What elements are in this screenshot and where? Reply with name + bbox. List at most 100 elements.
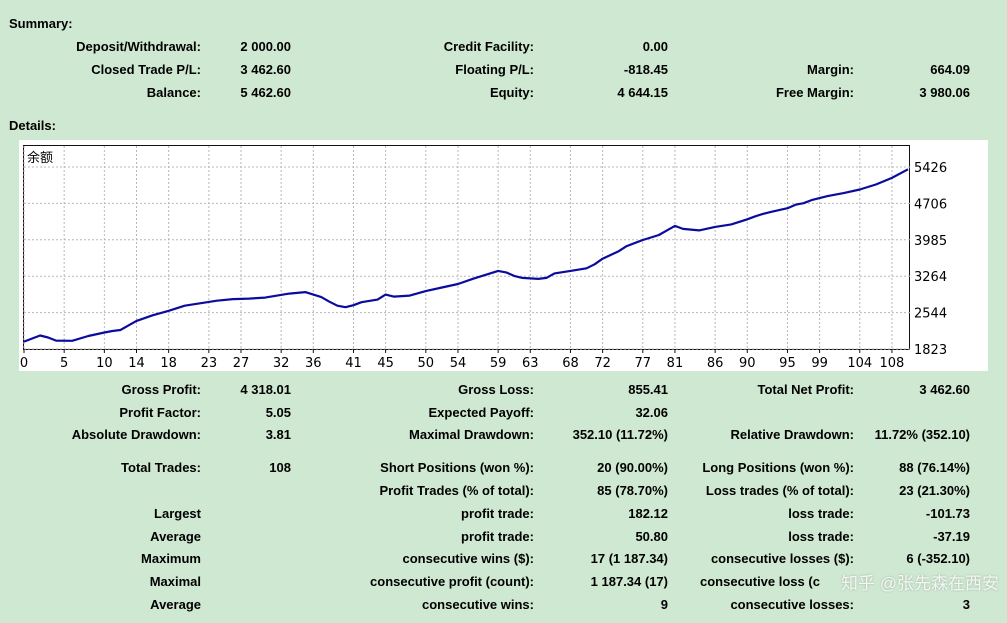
gross-profit-value: 4 318.01 xyxy=(240,382,291,397)
max-consecutive-losses-value: 6 (-352.10) xyxy=(906,551,970,566)
loss-trades-label: Loss trades (% of total): xyxy=(705,483,854,498)
margin-label: Margin: xyxy=(807,62,854,77)
expected-payoff-value: 32.06 xyxy=(635,405,668,420)
summary-heading: Summary: xyxy=(9,16,73,31)
balance-value: 5 462.60 xyxy=(240,85,291,100)
balance-chart: 1823 2544 3264 3985 4706 5426 0 5 10 14 18 23 27 32 36… xyxy=(19,140,988,371)
long-positions-label: Long Positions (won %): xyxy=(702,460,854,475)
x-tick-label: 41 xyxy=(345,356,362,371)
average-consecutive-losses-label: consecutive losses: xyxy=(730,597,854,612)
x-tick-label: 36 xyxy=(305,356,322,371)
gross-loss-value: 855.41 xyxy=(628,382,668,397)
maximal-consecutive-loss-label: consecutive loss (c xyxy=(700,574,820,589)
profit-factor-value: 5.05 xyxy=(265,405,291,420)
gross-loss-label: Gross Loss: xyxy=(458,382,534,397)
x-tick-label: 63 xyxy=(522,356,539,371)
x-tick-label: 81 xyxy=(667,356,684,371)
x-tick-label: 0 xyxy=(20,356,28,371)
x-tick-label: 45 xyxy=(377,356,394,371)
maximum-label: Maximum xyxy=(141,551,201,566)
maximal-drawdown-value: 352.10 (11.72%) xyxy=(572,427,668,442)
loss-trades-value: 23 (21.30%) xyxy=(899,483,970,498)
average-consecutive-wins-label: consecutive wins: xyxy=(422,597,534,612)
total-net-profit-label: Total Net Profit: xyxy=(757,382,854,397)
free-margin-value: 3 980.06 xyxy=(919,85,970,100)
average-loss-trade-label: loss trade: xyxy=(788,529,854,544)
y-tick-label: 1823 xyxy=(914,343,947,358)
total-net-profit-value: 3 462.60 xyxy=(919,382,970,397)
x-tick-label: 32 xyxy=(273,356,290,371)
max-consecutive-wins-label: consecutive wins ($): xyxy=(402,551,534,566)
profit-trades-label: Profit Trades (% of total): xyxy=(379,483,534,498)
absolute-drawdown-value: 3.81 xyxy=(265,427,291,442)
x-tick-label: 23 xyxy=(201,356,218,371)
margin-value: 664.09 xyxy=(930,62,970,77)
max-consecutive-wins-value: 17 (1 187.34) xyxy=(590,551,668,566)
relative-drawdown-value: 11.72% (352.10) xyxy=(874,427,970,442)
x-tick-label: 90 xyxy=(739,356,756,371)
average-consecutive-losses-value: 3 xyxy=(962,597,970,612)
largest-loss-trade-label: loss trade: xyxy=(788,506,854,521)
average-consecutive-wins-value: 9 xyxy=(660,597,668,612)
x-tick-label: 72 xyxy=(594,356,611,371)
x-tick-label: 27 xyxy=(233,356,250,371)
equity-value: 4 644.15 xyxy=(617,85,668,100)
deposit-label: Deposit/Withdrawal: xyxy=(76,39,201,54)
x-tick-label: 86 xyxy=(707,356,724,371)
profit-trades-value: 85 (78.70%) xyxy=(597,483,668,498)
x-tick-label: 95 xyxy=(779,356,796,371)
short-positions-value: 20 (90.00%) xyxy=(597,460,668,475)
y-tick-label: 3985 xyxy=(914,234,947,249)
floating-pl-value: -818.45 xyxy=(623,62,668,77)
expected-payoff-label: Expected Payoff: xyxy=(428,405,534,420)
long-positions-value: 88 (76.14%) xyxy=(899,460,970,475)
x-tick-label: 68 xyxy=(562,356,579,371)
maximal-consecutive-profit-value: 1 187.34 (17) xyxy=(590,574,668,589)
average-loss-trade-value: -37.19 xyxy=(933,529,970,544)
total-trades-label: Total Trades: xyxy=(121,460,201,475)
watermark-text: 知乎 @张先森在西安 xyxy=(841,574,999,593)
floating-pl-label: Floating P/L: xyxy=(455,62,534,77)
deposit-value: 2 000.00 xyxy=(240,39,291,54)
x-tick-label: 5 xyxy=(60,356,68,371)
x-tick-label: 50 xyxy=(418,356,435,371)
largest-profit-trade-value: 182.12 xyxy=(628,506,668,521)
equity-label: Equity: xyxy=(489,85,534,100)
closed-pl-label: Closed Trade P/L: xyxy=(91,62,201,77)
short-positions-label: Short Positions (won %): xyxy=(380,460,534,475)
x-tick-label: 99 xyxy=(811,356,828,371)
x-tick-label: 59 xyxy=(490,356,507,371)
largest-profit-trade-label: profit trade: xyxy=(461,506,534,521)
balance-series-line xyxy=(23,168,909,343)
average-label: Average xyxy=(150,529,201,544)
relative-drawdown-label: Relative Drawdown: xyxy=(730,427,854,442)
y-tick-label: 4706 xyxy=(914,197,947,212)
max-consecutive-losses-label: consecutive losses ($): xyxy=(710,551,854,566)
x-tick-label: 104 xyxy=(847,356,872,371)
free-margin-label: Free Margin: xyxy=(775,85,854,100)
maximal-drawdown-label: Maximal Drawdown: xyxy=(409,427,534,442)
x-tick-label: 10 xyxy=(96,356,113,371)
largest-label: Largest xyxy=(154,506,201,521)
x-tick-label: 54 xyxy=(450,356,467,371)
gross-profit-label: Gross Profit: xyxy=(121,382,201,397)
average-profit-trade-value: 50.80 xyxy=(635,529,668,544)
x-tick-label: 14 xyxy=(128,356,145,371)
x-tick-label: 18 xyxy=(160,356,177,371)
y-tick-label: 3264 xyxy=(914,270,947,285)
x-tick-label: 77 xyxy=(635,356,652,371)
x-tick-label: 108 xyxy=(880,356,905,371)
details-heading: Details: xyxy=(9,118,56,133)
y-tick-label: 5426 xyxy=(914,161,947,176)
profit-factor-label: Profit Factor: xyxy=(119,405,201,420)
maximal-consecutive-profit-label: consecutive profit (count): xyxy=(370,574,534,589)
largest-loss-trade-value: -101.73 xyxy=(925,506,970,521)
credit-value: 0.00 xyxy=(642,39,668,54)
average-consecutive-label: Average xyxy=(150,597,201,612)
balance-label: Balance: xyxy=(146,85,201,100)
chart-title: 余额 xyxy=(27,150,53,166)
average-profit-trade-label: profit trade: xyxy=(461,529,534,544)
total-trades-value: 108 xyxy=(269,460,291,475)
absolute-drawdown-label: Absolute Drawdown: xyxy=(71,427,201,442)
